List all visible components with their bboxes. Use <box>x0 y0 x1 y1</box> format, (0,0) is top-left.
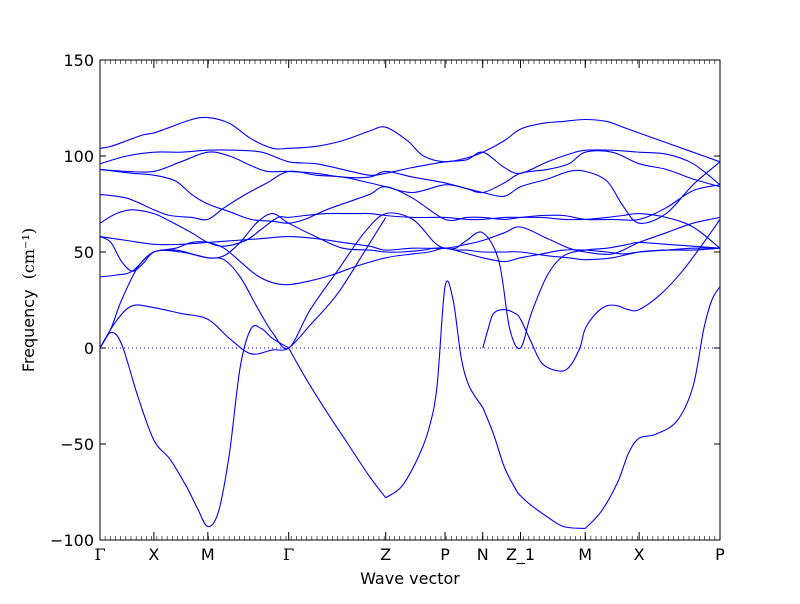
band-curve-11 <box>99 217 387 355</box>
band-curve-6 <box>99 209 721 249</box>
plot-area-frame <box>99 59 721 541</box>
band-curve-14 <box>385 280 484 499</box>
x-tick-label: X <box>148 545 159 564</box>
x-tick-label: M <box>578 545 592 564</box>
x-tick-label: Γ <box>283 545 294 564</box>
y-axis-label: Frequency (cm⁻¹) <box>19 228 38 372</box>
band-curve-17 <box>482 219 721 372</box>
band-curve-10 <box>99 212 721 350</box>
y-axis-unit: (cm⁻¹) <box>19 228 38 279</box>
band-curve-12 <box>99 325 289 528</box>
x-axis-label: Wave vector <box>360 569 460 588</box>
x-tick-label: P <box>440 545 450 564</box>
x-tick-label: P <box>715 545 725 564</box>
x-tick-label: N <box>477 545 489 564</box>
band-curves <box>99 116 721 530</box>
band-curve-2 <box>99 149 721 186</box>
band-curve-16 <box>584 286 721 529</box>
y-tick-labels: 150 100 50 0 −50 −100 <box>50 51 94 550</box>
band-curve-5 <box>99 161 721 224</box>
axis-ticks <box>99 59 721 541</box>
band-curve-13 <box>288 347 387 499</box>
y-tick-label: −50 <box>60 435 94 454</box>
x-tick-labels: Γ X M Γ Z P N Z_1 M X P <box>94 545 725 565</box>
y-tick-label: 50 <box>74 243 94 262</box>
y-tick-label: −100 <box>50 531 94 550</box>
y-axis-label-text: Frequency <box>19 289 38 372</box>
band-curve-1 <box>99 116 721 163</box>
x-tick-label: X <box>634 545 645 564</box>
y-tick-label: 100 <box>63 147 94 166</box>
x-tick-label: Z_1 <box>506 545 535 565</box>
band-curve-3 <box>99 150 721 194</box>
y-tick-label: 150 <box>63 51 94 70</box>
x-tick-label: Z <box>380 545 391 564</box>
band-curve-7 <box>99 216 721 255</box>
x-tick-label: M <box>201 545 215 564</box>
y-tick-label: 0 <box>84 339 94 358</box>
band-curve-15 <box>482 407 586 530</box>
x-tick-label: Γ <box>94 545 105 564</box>
